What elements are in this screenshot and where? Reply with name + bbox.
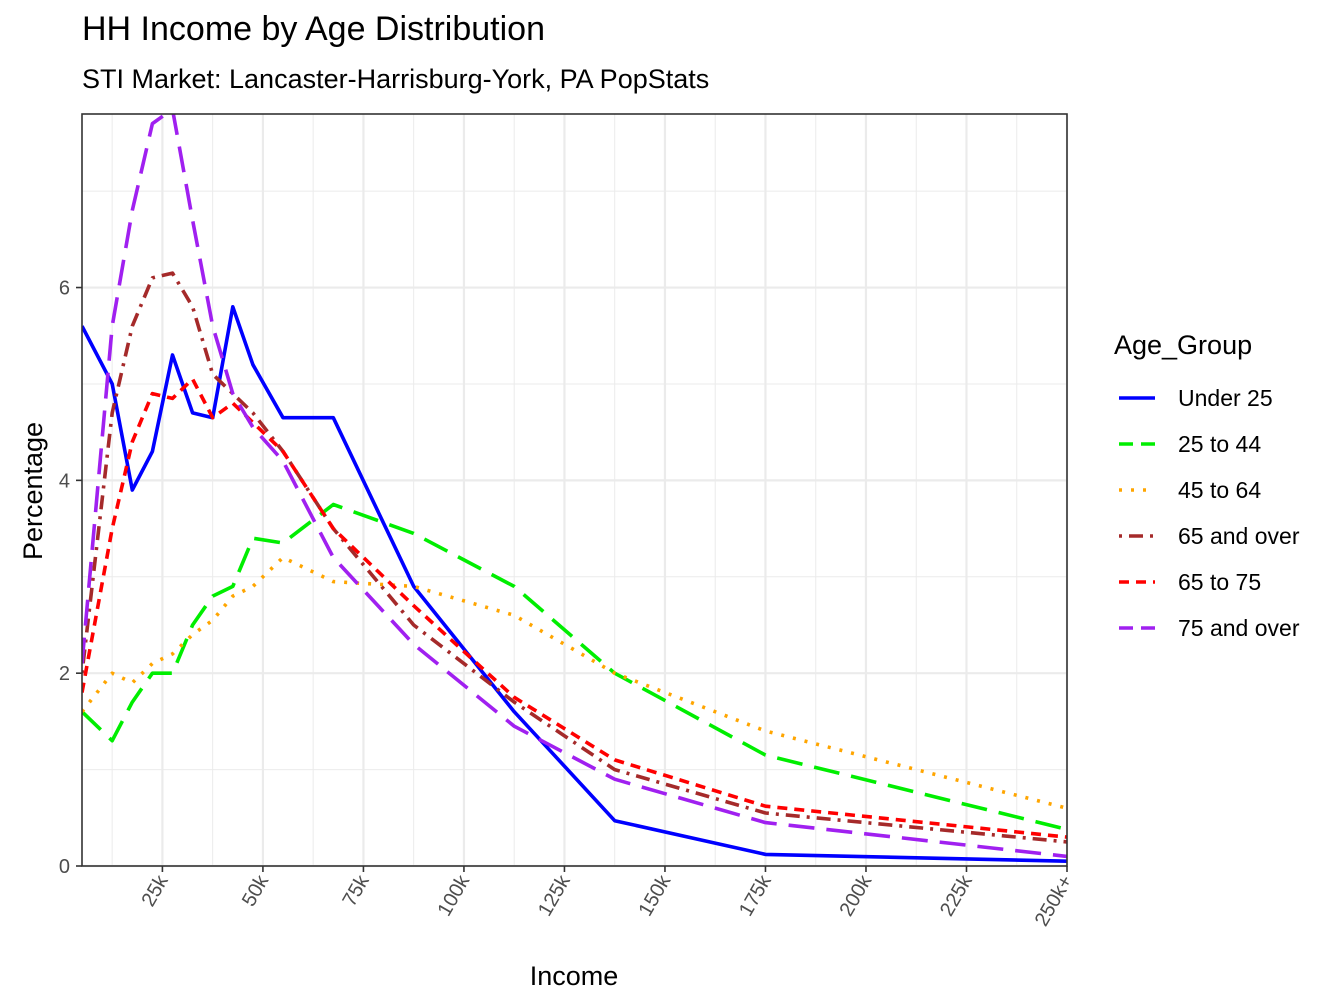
chart-subtitle: STI Market: Lancaster-Harrisburg-York, P… xyxy=(82,64,710,94)
chart-title: HH Income by Age Distribution xyxy=(82,10,545,48)
legend-label: 65 and over xyxy=(1178,522,1300,549)
series-line-25-to-44 xyxy=(82,502,1067,832)
axis-ticks: 0 2 4 6 25k 50k 75k 100k 125k 150k 175k 200k 225k 250… xyxy=(59,278,1077,931)
y-tick-label: 0 xyxy=(59,856,70,878)
series-line-65-to-75 xyxy=(82,377,1067,839)
legend-item: 65 to 75 xyxy=(1114,559,1299,605)
x-tick-label: 125k xyxy=(534,871,575,920)
x-tick-label: 100k xyxy=(434,871,475,920)
legend: Age_Group Under 25 25 to 44 45 to 64 65 and… xyxy=(1114,330,1299,651)
legend-label: 45 to 64 xyxy=(1178,476,1262,503)
legend-label: 75 and over xyxy=(1178,614,1300,641)
series-line-65-and-over xyxy=(82,271,1067,844)
x-tick-label: 175k xyxy=(735,871,776,920)
legend-key xyxy=(1119,534,1155,538)
x-axis-title: Income xyxy=(530,961,619,991)
x-tick-label: 150k xyxy=(635,871,676,920)
x-tick-label: 50k xyxy=(238,871,274,911)
y-axis-title: Percentage xyxy=(18,422,48,560)
legend-title: Age_Group xyxy=(1114,330,1253,360)
legend-item: 25 to 44 xyxy=(1114,421,1299,467)
legend-key xyxy=(1119,626,1155,630)
panel-border xyxy=(81,113,1068,867)
grid-lines xyxy=(82,114,1069,868)
y-tick-label: 2 xyxy=(59,663,70,685)
y-tick-label: 4 xyxy=(59,470,70,492)
x-tick-label: 200k xyxy=(836,871,877,920)
series-lines xyxy=(82,114,1067,863)
x-tick-label: 225k xyxy=(936,871,977,920)
legend-label: Under 25 xyxy=(1178,384,1273,411)
legend-item: Under 25 xyxy=(1114,375,1299,421)
series-line-45-to-64 xyxy=(82,555,1067,810)
legend-items: Under 25 25 to 44 45 to 64 65 and over 65 to… xyxy=(1114,375,1299,651)
y-tick-label: 6 xyxy=(59,278,70,300)
legend-key xyxy=(1119,396,1155,400)
x-tick-label: 75k xyxy=(339,871,375,911)
legend-key xyxy=(1119,442,1155,446)
legend-key xyxy=(1119,580,1155,584)
legend-item: 75 and over xyxy=(1114,605,1299,651)
legend-item: 45 to 64 xyxy=(1114,467,1299,513)
series-line-under-25 xyxy=(82,304,1067,863)
series-line-75-and-over xyxy=(82,114,1067,859)
legend-item: 65 and over xyxy=(1114,513,1299,559)
legend-label: 65 to 75 xyxy=(1178,568,1262,595)
legend-label: 25 to 44 xyxy=(1178,430,1262,457)
x-tick-label: 250k+ xyxy=(1031,872,1078,931)
legend-key xyxy=(1119,488,1155,492)
x-tick-label: 25k xyxy=(138,871,174,911)
